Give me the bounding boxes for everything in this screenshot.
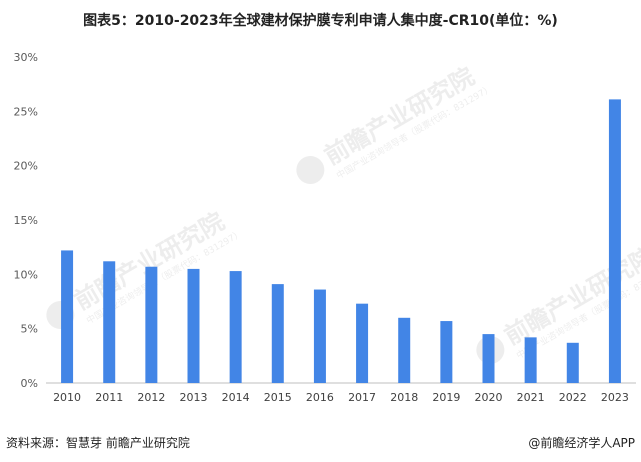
y-tick-label: 20% — [14, 160, 38, 173]
x-tick-label: 2021 — [517, 391, 545, 404]
source-note: 资料来源：智慧芽 前瞻产业研究院 — [6, 436, 190, 450]
bar — [103, 261, 116, 383]
y-tick-label: 0% — [21, 377, 38, 390]
x-tick-label: 2020 — [475, 391, 503, 404]
y-tick-label: 25% — [14, 105, 38, 118]
bar — [313, 289, 326, 383]
watermark-logo-icon — [46, 301, 75, 329]
bar — [608, 99, 621, 383]
x-tick-label: 2014 — [222, 391, 250, 404]
bar — [356, 303, 369, 383]
x-axis: 2010 2011 2012 2013 2014 2015 2016 2017 2018 2019… — [53, 391, 629, 404]
x-tick-label: 2019 — [432, 391, 460, 404]
bar-series — [61, 99, 621, 383]
bar — [229, 271, 242, 383]
x-tick-label: 2018 — [390, 391, 418, 404]
credit-note: @前瞻经济学人APP — [528, 436, 635, 450]
x-tick-label: 2012 — [137, 391, 165, 404]
bar — [61, 250, 74, 383]
x-tick-label: 2011 — [95, 391, 123, 404]
x-tick-label: 2015 — [264, 391, 292, 404]
y-tick-label: 30% — [14, 51, 38, 64]
bar — [524, 337, 537, 383]
y-tick-label: 10% — [14, 268, 38, 281]
bar — [187, 268, 200, 383]
watermark-layer: 前瞻产业研究院中国产业咨询领导者（股票代码：831297）前瞻产业研究院中国产业… — [46, 62, 641, 364]
x-tick-label: 2017 — [348, 391, 376, 404]
watermark-logo-icon — [296, 156, 325, 184]
bar — [145, 266, 158, 383]
chart-title: 图表5：2010-2023年全球建材保护膜专利申请人集中度-CR10(单位：%) — [83, 13, 558, 29]
x-tick-label: 2022 — [559, 391, 587, 404]
y-axis: 0% 5% 10% 15% 20% 25% 30% — [14, 51, 38, 390]
x-tick-label: 2023 — [601, 391, 629, 404]
bar — [271, 284, 284, 383]
x-tick-label: 2016 — [306, 391, 334, 404]
x-tick-label: 2010 — [53, 391, 81, 404]
x-tick-label: 2013 — [180, 391, 208, 404]
bar — [398, 317, 411, 383]
bar — [566, 342, 579, 383]
y-tick-label: 15% — [14, 214, 38, 227]
y-tick-label: 5% — [21, 323, 38, 336]
bar — [482, 334, 495, 383]
watermark-main-text: 前瞻产业研究院 — [320, 62, 479, 170]
bar — [440, 321, 453, 383]
